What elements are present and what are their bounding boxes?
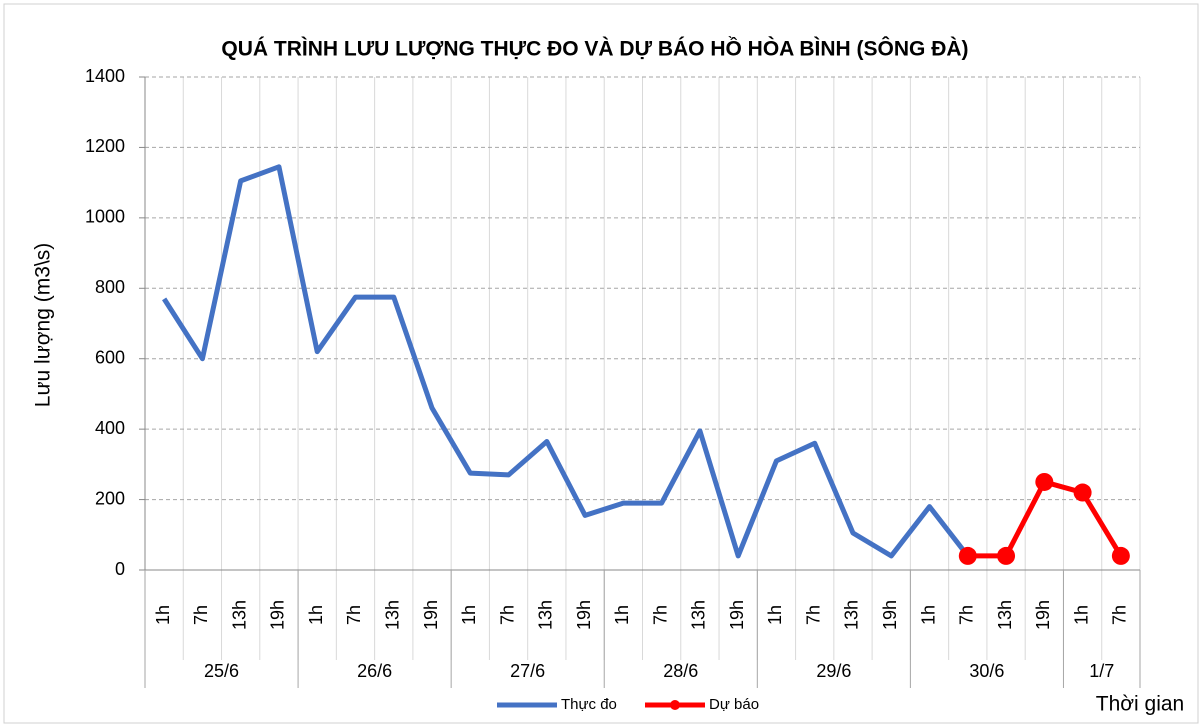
- x-tick-label: 13h: [536, 600, 556, 630]
- group-label: 29/6: [816, 661, 851, 681]
- series-line: [162, 164, 970, 559]
- legend-label: Dự báo: [709, 696, 759, 713]
- series-marker: [1035, 472, 1054, 491]
- x-axis-title: Thời gian: [1096, 693, 1184, 716]
- x-tick-label: 7h: [344, 605, 364, 625]
- x-tick-label: 13h: [842, 600, 862, 630]
- x-tick-label: 1h: [153, 605, 173, 625]
- x-tick-label: 7h: [191, 605, 211, 625]
- legend-label: Thực đo: [561, 696, 617, 713]
- series-marker: [997, 546, 1016, 565]
- x-tick-label: 19h: [727, 600, 747, 630]
- x-tick-label: 1h: [765, 605, 785, 625]
- group-label: 30/6: [969, 661, 1004, 681]
- y-tick-label: 600: [95, 347, 125, 367]
- group-label: 1/7: [1089, 661, 1114, 681]
- y-axis-title: Lưu lượng (m3\s): [32, 243, 55, 407]
- group-label: 27/6: [510, 661, 545, 681]
- x-tick-label: 7h: [497, 605, 517, 625]
- x-tick-label: 7h: [957, 605, 977, 625]
- x-tick-label: 1h: [612, 605, 632, 625]
- x-tick-label: 13h: [995, 600, 1015, 630]
- y-tick-label: 1400: [85, 66, 125, 86]
- group-label: 26/6: [357, 661, 392, 681]
- x-tick-label: 7h: [1110, 605, 1130, 625]
- x-tick-label: 1h: [918, 605, 938, 625]
- x-tick-label: 19h: [880, 600, 900, 630]
- x-tick-label: 1h: [1071, 605, 1091, 625]
- y-tick-label: 400: [95, 418, 125, 438]
- x-tick-label: 13h: [383, 600, 403, 630]
- x-tick-label: 7h: [650, 605, 670, 625]
- x-tick-label: 19h: [1033, 600, 1053, 630]
- y-tick-label: 1000: [85, 207, 125, 227]
- series-marker: [1073, 483, 1092, 502]
- series-marker: [1111, 546, 1130, 565]
- group-label: 28/6: [663, 661, 698, 681]
- x-tick-label: 13h: [689, 600, 709, 630]
- y-tick-label: 800: [95, 277, 125, 297]
- series-marker: [958, 546, 977, 565]
- legend-marker: [670, 700, 680, 710]
- x-tick-label: 1h: [459, 605, 479, 625]
- chart-title: QUÁ TRÌNH LƯU LƯỢNG THỰC ĐO VÀ DỰ BÁO HỒ…: [221, 37, 968, 61]
- y-tick-label: 200: [95, 488, 125, 508]
- x-tick-label: 19h: [268, 600, 288, 630]
- group-label: 25/6: [204, 661, 239, 681]
- x-tick-label: 19h: [574, 600, 594, 630]
- x-tick-label: 13h: [229, 600, 249, 630]
- x-tick-label: 1h: [306, 605, 326, 625]
- x-tick-label: 7h: [803, 605, 823, 625]
- x-tick-label: 19h: [421, 600, 441, 630]
- y-tick-label: 0: [115, 559, 125, 579]
- chart-border: [3, 3, 1199, 724]
- y-tick-label: 1200: [85, 136, 125, 156]
